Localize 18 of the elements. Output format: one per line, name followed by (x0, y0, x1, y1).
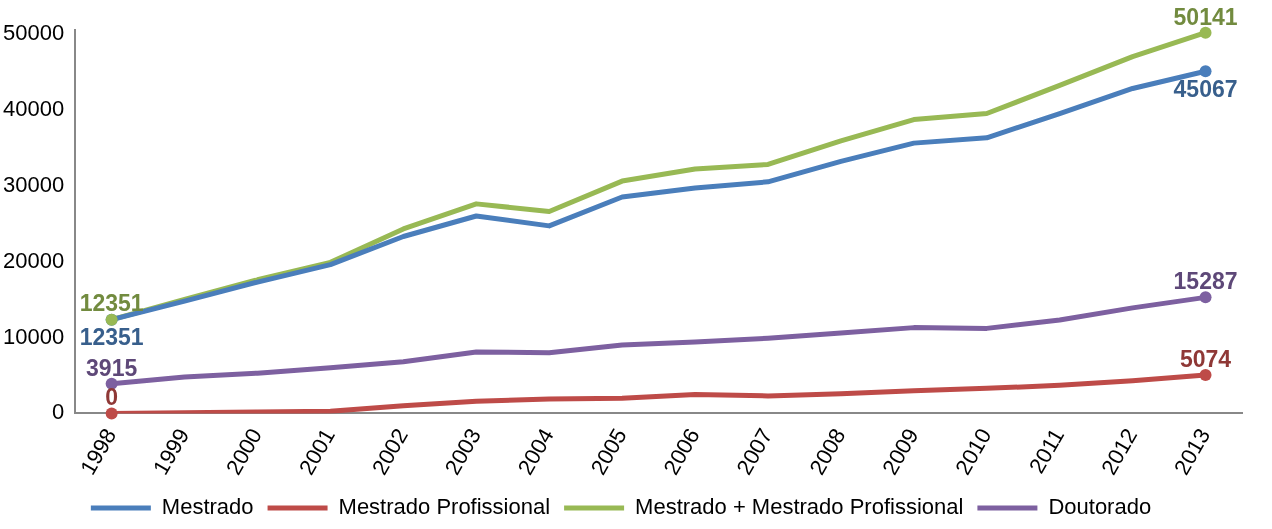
data-label: 15287 (1173, 268, 1238, 295)
data-label: 3915 (86, 354, 138, 381)
data-label: 45067 (1173, 76, 1238, 103)
legend-label: Doutorado (1048, 494, 1152, 520)
y-tick-label: 40000 (2, 95, 65, 121)
data-label: 12351 (79, 290, 144, 317)
y-tick-label: 30000 (2, 171, 65, 197)
legend-label: Mestrado Profissional (338, 494, 551, 520)
data-label: 5074 (1179, 345, 1232, 372)
y-tick-label: 50000 (2, 19, 65, 45)
y-tick-label: 10000 (2, 323, 65, 349)
legend-label: Mestrado + Mestrado Profissional (635, 494, 964, 520)
legend-label: Mestrado (161, 494, 254, 520)
data-label: 50141 (1173, 3, 1238, 30)
data-label: 0 (105, 384, 119, 411)
y-tick-label: 0 (51, 399, 65, 425)
y-tick-label: 20000 (2, 247, 65, 273)
data-label: 12351 (79, 324, 144, 351)
